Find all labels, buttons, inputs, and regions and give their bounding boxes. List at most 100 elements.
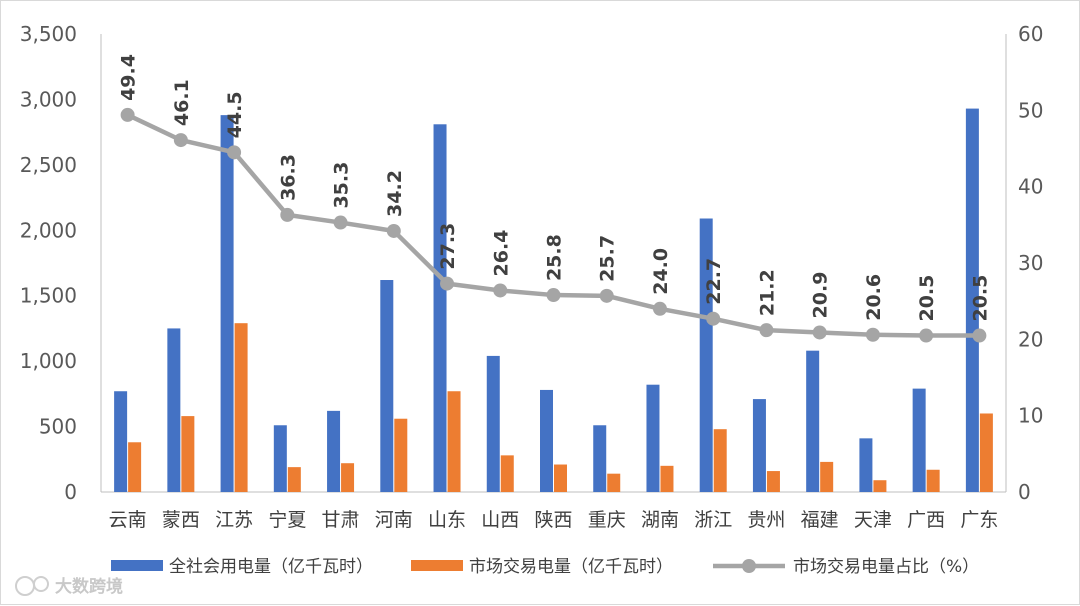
share-point	[812, 325, 827, 340]
bar-market-trade	[394, 418, 408, 492]
left-tick-label: 2,500	[20, 153, 77, 177]
share-point	[919, 328, 934, 343]
share-series-line	[126, 112, 980, 338]
watermark-text: 大数跨境	[55, 576, 123, 597]
share-point	[546, 288, 561, 303]
category-label: 江苏	[215, 509, 253, 531]
bar-total-consumption	[912, 388, 926, 492]
bars	[114, 108, 993, 493]
right-tick-label: 20	[1018, 327, 1043, 351]
legend-swatch-market	[411, 560, 463, 571]
bar-total-consumption	[433, 124, 447, 492]
share-point	[227, 145, 242, 160]
left-tick-label: 0	[64, 480, 77, 504]
bar-total-consumption	[646, 384, 660, 492]
share-data-label: 49.4	[118, 54, 140, 101]
right-tick-label: 10	[1018, 404, 1043, 428]
category-label: 河南	[375, 509, 413, 531]
share-data-label: 20.9	[810, 272, 832, 319]
share-data-label: 20.5	[916, 275, 938, 322]
legend-label-share: 市场交易电量占比（%）	[793, 557, 979, 577]
bar-total-consumption	[167, 328, 181, 492]
right-tick-label: 40	[1018, 175, 1043, 199]
right-tick-label: 30	[1018, 251, 1043, 275]
share-data-label: 25.7	[597, 235, 619, 282]
bar-market-trade	[713, 429, 727, 492]
axes: 0 500 1,000 1,500 2,000 2,500 3,000 3,500 0 10 20 3…	[20, 22, 1044, 531]
category-label: 重庆	[588, 509, 626, 531]
share-point	[759, 323, 774, 338]
category-label: 广东	[960, 509, 998, 531]
bar-total-consumption	[593, 425, 607, 492]
category-label: 陕西	[534, 509, 572, 531]
bar-market-trade	[554, 464, 567, 492]
share-data-label: 27.3	[437, 223, 459, 270]
legend-label-total: 全社会用电量（亿千瓦时）	[169, 557, 373, 577]
bar-market-trade	[128, 442, 142, 492]
share-point	[173, 133, 188, 148]
bar-market-trade	[820, 461, 834, 492]
bar-total-consumption	[540, 389, 553, 492]
bar-total-consumption	[859, 438, 873, 492]
bar-market-trade	[234, 323, 248, 492]
bar-market-trade	[766, 471, 780, 492]
bar-market-trade	[287, 467, 301, 492]
share-line	[120, 107, 987, 343]
right-tick-label: 50	[1018, 98, 1043, 122]
legend-label-market: 市场交易电量（亿千瓦时）	[469, 557, 673, 577]
watermark: 大数跨境	[15, 576, 123, 597]
share-point	[865, 327, 880, 342]
legend: 全社会用电量（亿千瓦时） 市场交易电量（亿千瓦时） 市场交易电量占比（%）	[111, 557, 979, 577]
share-point	[493, 283, 508, 298]
watermark-logo-icon	[15, 576, 35, 596]
bar-market-trade	[660, 465, 674, 492]
share-point	[652, 301, 667, 316]
bar-market-trade	[873, 480, 887, 492]
share-data-label: 20.5	[969, 275, 991, 322]
share-data-label: 25.8	[544, 234, 566, 281]
category-label: 湖南	[641, 509, 679, 531]
bar-total-consumption	[486, 355, 500, 492]
share-point	[972, 328, 987, 343]
share-data-label: 36.3	[277, 154, 299, 201]
share-data-label: 24.0	[650, 248, 672, 295]
bar-total-consumption	[327, 410, 341, 492]
share-point	[440, 276, 455, 291]
category-label: 甘肃	[322, 509, 360, 531]
left-tick-label: 3,000	[20, 87, 77, 111]
category-label: 福建	[801, 509, 839, 531]
category-label: 蒙西	[162, 509, 200, 531]
bar-total-consumption	[380, 280, 394, 492]
category-label: 天津	[854, 509, 892, 531]
left-tick-label: 1,500	[20, 284, 77, 308]
category-label: 云南	[109, 509, 147, 531]
bar-market-trade	[979, 413, 993, 492]
bar-market-trade	[341, 463, 355, 492]
bar-total-consumption	[965, 108, 979, 493]
bar-total-consumption	[752, 399, 766, 492]
share-point	[333, 215, 348, 230]
share-data-label: 22.7	[703, 258, 725, 305]
right-tick-label: 0	[1018, 480, 1031, 504]
share-data-label: 35.3	[331, 162, 353, 209]
share-data-label: 20.6	[863, 274, 885, 321]
bar-market-trade	[926, 469, 940, 492]
left-tick-label: 500	[39, 415, 77, 439]
share-data-label: 34.2	[384, 170, 406, 217]
share-data-label: 44.5	[224, 91, 246, 138]
category-label: 宁夏	[268, 509, 306, 531]
bar-total-consumption	[699, 218, 713, 492]
left-tick-label: 2,000	[20, 218, 77, 242]
bar-total-consumption	[114, 391, 128, 492]
bar-total-consumption	[806, 350, 820, 492]
bar-market-trade	[500, 455, 514, 492]
legend-swatch-total	[111, 560, 163, 571]
bar-market-trade	[181, 416, 195, 492]
bar-market-trade	[607, 473, 621, 492]
left-tick-label: 1,000	[20, 349, 77, 373]
category-label: 山西	[481, 509, 519, 531]
share-data-label: 46.1	[171, 79, 193, 126]
category-label: 浙江	[694, 509, 732, 531]
